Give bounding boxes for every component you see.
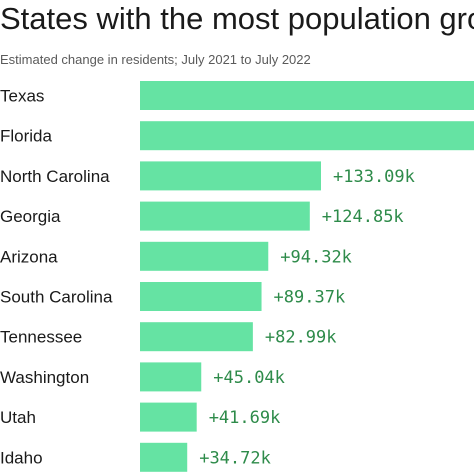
bar [140, 282, 262, 311]
bar [140, 241, 269, 271]
value-label: +89.37k [274, 288, 346, 308]
bar [140, 81, 474, 110]
bar [140, 442, 188, 472]
category-label: Tennessee [0, 328, 82, 347]
bar [140, 161, 321, 191]
value-label: +34.72k [199, 448, 271, 468]
value-label: +94.32k [280, 247, 352, 267]
value-label: +45.04k [213, 368, 285, 388]
bar [140, 402, 197, 432]
category-label: North Carolina [0, 167, 110, 186]
category-label: South Carolina [0, 288, 113, 307]
category-label: Georgia [0, 207, 61, 226]
category-label: Florida [0, 127, 53, 146]
chart-title: States with the most population grow [0, 1, 474, 36]
category-label: Arizona [0, 247, 58, 266]
value-label: +41.69k [209, 408, 281, 428]
value-label: +82.99k [265, 328, 337, 348]
category-label: Texas [0, 87, 44, 106]
bar [140, 201, 310, 231]
value-label: +124.85k [322, 207, 404, 227]
category-label: Idaho [0, 448, 43, 467]
bar [140, 121, 474, 151]
category-label: Utah [0, 408, 36, 427]
bar [140, 322, 253, 352]
chart-subtitle: Estimated change in residents; July 2021… [0, 52, 311, 67]
category-label: Washington [0, 368, 89, 387]
bar [140, 362, 202, 392]
value-label: +133.09k [333, 167, 415, 187]
